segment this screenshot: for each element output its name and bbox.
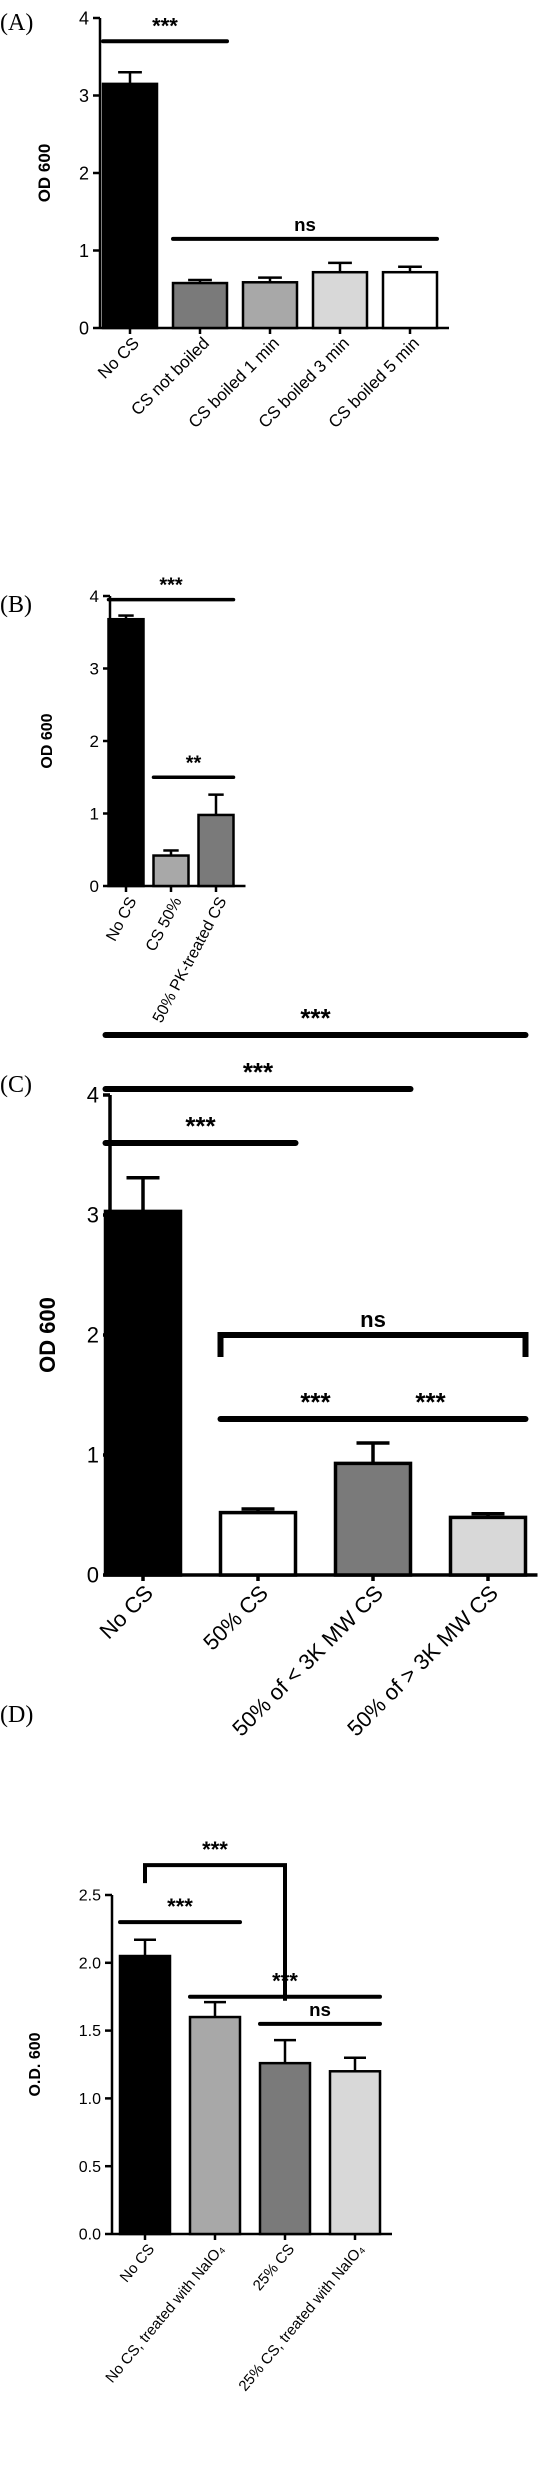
bar bbox=[333, 1461, 413, 1577]
y-tick-label: 3 bbox=[79, 86, 89, 106]
bar bbox=[118, 1954, 172, 2236]
significance-label: *** bbox=[152, 13, 178, 38]
y-tick-label: 1 bbox=[87, 1443, 99, 1468]
y-axis-label: OD 600 bbox=[35, 144, 54, 203]
y-tick-label: 1 bbox=[79, 241, 89, 261]
category-label: CS 50% bbox=[143, 895, 186, 955]
y-tick-label: 0 bbox=[79, 318, 89, 338]
y-tick-label: 0 bbox=[87, 1563, 99, 1588]
significance-label: *** bbox=[243, 1057, 274, 1087]
category-label: No CS bbox=[103, 895, 140, 945]
y-tick-label: 4 bbox=[87, 1083, 99, 1108]
y-tick-label: 1 bbox=[90, 804, 99, 823]
bar bbox=[188, 2015, 242, 2236]
bar bbox=[328, 2070, 382, 2236]
bar bbox=[448, 1515, 528, 1577]
significance-label: ns bbox=[309, 1999, 331, 2020]
category-label: No CS bbox=[94, 1580, 157, 1643]
significance-label: ** bbox=[186, 752, 202, 774]
significance-label: ns bbox=[294, 214, 316, 235]
significance-bracket bbox=[217, 1332, 529, 1357]
bar bbox=[381, 270, 439, 330]
bar bbox=[152, 854, 190, 888]
category-label: No CS, treated with NaIO₄ bbox=[102, 2241, 228, 2386]
y-tick-label: 1.5 bbox=[79, 2023, 101, 2040]
y-axis-label: OD 600 bbox=[39, 713, 56, 768]
significance-label: ns bbox=[360, 1307, 386, 1332]
category-label: No CS bbox=[94, 334, 143, 383]
y-tick-label: 2 bbox=[90, 732, 99, 751]
bar bbox=[218, 1510, 298, 1577]
y-axis-label: OD 600 bbox=[35, 1297, 60, 1373]
bar bbox=[101, 82, 159, 330]
bar bbox=[171, 281, 229, 330]
y-tick-label: 0.5 bbox=[79, 2159, 101, 2176]
significance-label: *** bbox=[272, 1969, 298, 1994]
bar bbox=[197, 813, 235, 888]
bar bbox=[107, 617, 145, 888]
y-tick-label: 1.0 bbox=[79, 2091, 101, 2108]
category-label: No CS bbox=[117, 2241, 158, 2286]
category-label: 25% CS, treated with NaIO₄ bbox=[235, 2241, 368, 2395]
y-tick-label: 2.5 bbox=[79, 1888, 101, 1905]
significance-label: *** bbox=[159, 575, 183, 597]
bar bbox=[258, 2061, 312, 2236]
category-label: 50% CS bbox=[198, 1580, 273, 1655]
panel-label: (D) bbox=[0, 1702, 33, 1728]
y-tick-label: 2 bbox=[79, 163, 89, 183]
y-tick-label: 3 bbox=[87, 1203, 99, 1228]
panel-label: (A) bbox=[0, 10, 33, 36]
significance-label: *** bbox=[300, 1387, 331, 1417]
panel-label: (C) bbox=[0, 1072, 32, 1098]
y-tick-label: 0 bbox=[90, 877, 99, 896]
significance-label: *** bbox=[415, 1387, 446, 1417]
y-tick-label: 3 bbox=[90, 659, 99, 678]
bar bbox=[311, 270, 369, 330]
significance-label: *** bbox=[300, 1003, 331, 1033]
y-tick-label: 4 bbox=[90, 587, 99, 606]
y-axis-label: O.D. 600 bbox=[27, 2032, 44, 2096]
significance-label: *** bbox=[185, 1111, 216, 1141]
bar bbox=[241, 281, 299, 330]
y-tick-label: 4 bbox=[79, 8, 89, 28]
category-label: 25% CS bbox=[250, 2241, 298, 2294]
y-tick-label: 0.0 bbox=[79, 2227, 101, 2244]
y-tick-label: 2.0 bbox=[79, 1955, 101, 1972]
y-tick-label: 2 bbox=[87, 1323, 99, 1348]
significance-bracket bbox=[143, 1863, 287, 2001]
significance-label: *** bbox=[167, 1894, 193, 1919]
significance-label: *** bbox=[202, 1837, 228, 1862]
bar bbox=[103, 1209, 183, 1577]
panel-label: (B) bbox=[0, 592, 32, 618]
